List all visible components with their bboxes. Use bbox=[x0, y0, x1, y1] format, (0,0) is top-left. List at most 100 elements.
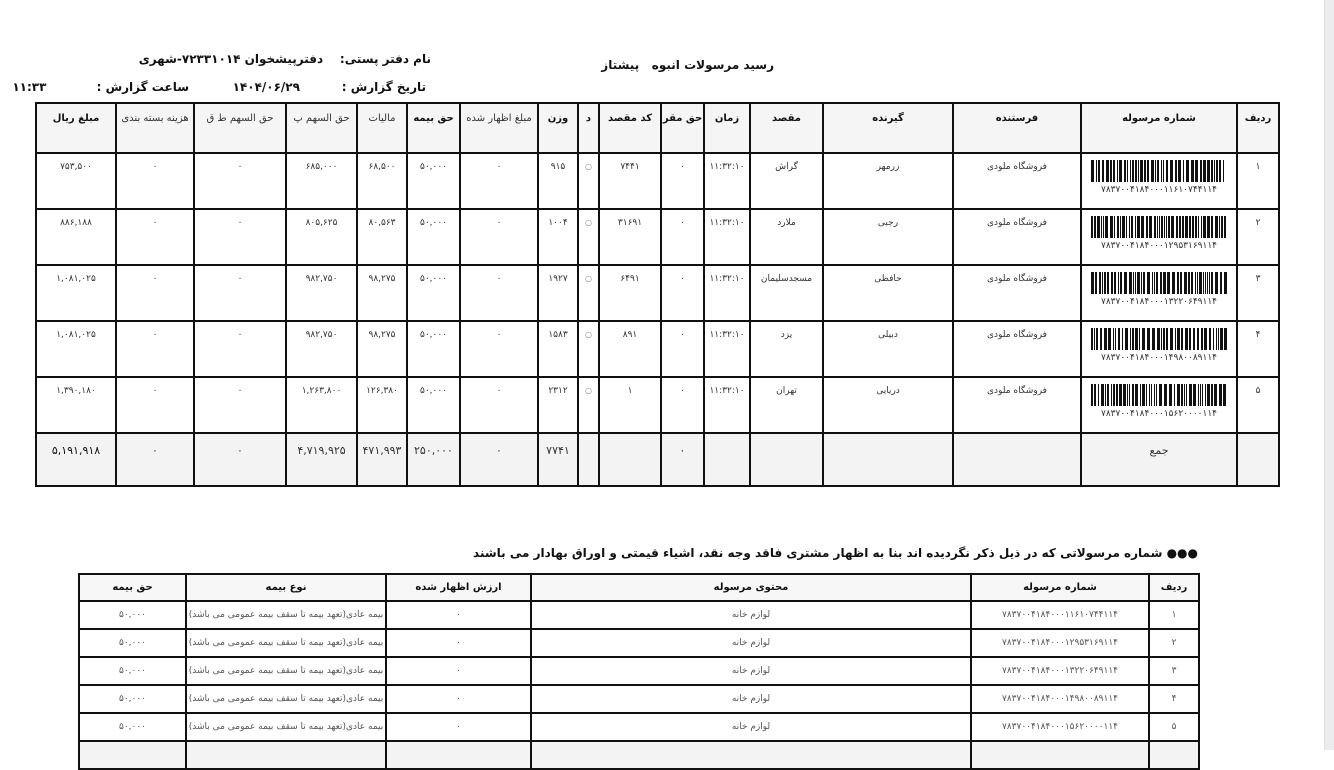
cell: ۱,۰۸۱,۰۲۵ bbox=[35, 264, 117, 322]
barcode-image bbox=[1091, 272, 1227, 294]
cell: ۶۸۵,۰۰۰ bbox=[285, 152, 358, 210]
column-header: شماره مرسوله bbox=[1080, 102, 1238, 154]
cell: مسجدسلیمان bbox=[749, 264, 824, 322]
cell: ۶۴۹۱ bbox=[598, 264, 662, 322]
tracking-number: ۷۸۳۷۰۰۴۱۸۴۰۰۰۱۵۶۲۰۰۰۰۱۱۴ bbox=[1100, 409, 1217, 419]
column-header: مبلغ ریال bbox=[35, 102, 117, 154]
cell: ۶۸,۵۰۰ bbox=[356, 152, 408, 210]
insurance-table: ردیف شماره مرسوله محتوی مرسوله ارزش اظهار ش… bbox=[78, 573, 1200, 770]
cell: بیمه عادی(تعهد بیمه تا سقف بیمه عمومی می… bbox=[185, 628, 387, 658]
barcode-image bbox=[1091, 328, 1227, 350]
cell: زرمهر bbox=[822, 152, 954, 210]
tracking-number-cell: ۷۸۳۷۰۰۴۱۸۴۰۰۰۱۵۶۲۰۰۰۰۱۱۴ bbox=[1080, 376, 1238, 434]
cell: بیمه عادی(تعهد بیمه تا سقف بیمه عمومی می… bbox=[185, 656, 387, 686]
column-header: گیرنده bbox=[822, 102, 954, 154]
total-cell bbox=[1236, 432, 1280, 487]
cell: ۱۲۶,۳۸۰ bbox=[356, 376, 408, 434]
tracking-number-cell: ۷۸۳۷۰۰۴۱۸۴۰۰۰۱۲۹۵۳۱۶۹۱۱۴ bbox=[1080, 208, 1238, 266]
page-scrollbar-track[interactable] bbox=[1324, 0, 1334, 750]
report-title: رسید مرسولات انبوه پیشتاز bbox=[601, 58, 774, 72]
cell: ۴ bbox=[1148, 684, 1200, 714]
cell: دبیلی bbox=[822, 320, 954, 378]
cell: ۰ bbox=[385, 684, 532, 714]
cell: ۹۱۵ bbox=[537, 152, 579, 210]
column-header: وزن bbox=[537, 102, 579, 154]
cell: ۰ bbox=[660, 320, 705, 378]
table-row: ۴ ۷۸۳۷۰۰۴۱۸۴۰۰۰۱۴۹۸۰۰۸۹۱۱۴ لوازم خانه ۰ بیمه… bbox=[78, 684, 1200, 714]
cell: ۹۸,۲۷۵ bbox=[356, 264, 408, 322]
cell: بیمه عادی(تعهد بیمه تا سقف بیمه عمومی می… bbox=[185, 600, 387, 630]
cell: ۰ bbox=[115, 320, 195, 378]
column-header: زمان bbox=[703, 102, 751, 154]
total-row: جمع ۰ ۷۷۴۱ ۰ ۲۵۰,۰۰۰ ۴۷۱,۹۹۳ ۴,۷۱۹,۹۲۵ ۰ ۰ ۵,۱۹۱,… bbox=[35, 432, 1280, 487]
table-row: ۵ ۷۸۳۷۰۰۴۱۸۴۰۰۰۱۵۶۲۰۰۰۰۱۱۴ لوازم خانه ۰ بیمه… bbox=[78, 712, 1200, 742]
cell: بیمه عادی(تعهد بیمه تا سقف بیمه عمومی می… bbox=[185, 712, 387, 742]
cell: ۹۸,۲۷۵ bbox=[356, 320, 408, 378]
cell: ۱۱:۳۲:۱۰ bbox=[703, 264, 751, 322]
cell: ○ bbox=[577, 320, 600, 378]
cell: ۰ bbox=[459, 376, 539, 434]
cell: ۷۴۴۱ bbox=[598, 152, 662, 210]
total-cell: ۰ bbox=[115, 432, 195, 487]
cell: ۴ bbox=[1236, 320, 1280, 378]
tracking-number-cell: ۷۸۳۷۰۰۴۱۸۴۰۰۰۱۱۶۱۰۷۴۴۱۱۴ bbox=[1080, 152, 1238, 210]
cell: ۱۱:۳۲:۱۰ bbox=[703, 376, 751, 434]
cell: ۷۸۳۷۰۰۴۱۸۴۰۰۰۱۳۲۲۰۶۴۹۱۱۴ bbox=[970, 656, 1150, 686]
cell: ۰ bbox=[193, 320, 287, 378]
cell: حافظی bbox=[822, 264, 954, 322]
cell: ۰ bbox=[459, 152, 539, 210]
total-cell: ۴,۷۱۹,۹۲۵ bbox=[285, 432, 358, 487]
cell: ۵۰,۰۰۰ bbox=[406, 264, 461, 322]
cell: ۰ bbox=[385, 712, 532, 742]
cell: ۰ bbox=[660, 376, 705, 434]
office-name: نام دفتر پستی: دفترپیشخوان ۷۲۳۳۱۰۱۴-شهری bbox=[138, 52, 431, 66]
column-header: حق السهم ط ق bbox=[193, 102, 287, 154]
total-cell: ۵,۱۹۱,۹۱۸ bbox=[35, 432, 117, 487]
cell: لوازم خانه bbox=[530, 712, 972, 742]
barcode-image bbox=[1091, 384, 1226, 406]
cell: ۰ bbox=[385, 628, 532, 658]
total-cell: ۴۷۱,۹۹۳ bbox=[356, 432, 408, 487]
cell: ۰ bbox=[660, 208, 705, 266]
tracking-number-cell: ۷۸۳۷۰۰۴۱۸۴۰۰۰۱۴۹۸۰۰۸۹۱۱۴ bbox=[1080, 320, 1238, 378]
total-cell bbox=[952, 432, 1082, 487]
cell: لوازم خانه bbox=[530, 656, 972, 686]
column-header: مالیات bbox=[356, 102, 408, 154]
tracking-number: ۷۸۳۷۰۰۴۱۸۴۰۰۰۱۱۶۱۰۷۴۴۱۱۴ bbox=[1100, 185, 1217, 195]
column-header: فرستنده bbox=[952, 102, 1082, 154]
cell: ۵۰,۰۰۰ bbox=[406, 152, 461, 210]
cell: ۸۰۵,۶۲۵ bbox=[285, 208, 358, 266]
cell: ۵۰,۰۰۰ bbox=[78, 684, 187, 714]
cell: ۱ bbox=[1148, 600, 1200, 630]
cell: ۵ bbox=[1236, 376, 1280, 434]
cell: ۰ bbox=[193, 376, 287, 434]
cell: ۰ bbox=[385, 656, 532, 686]
cell: ○ bbox=[577, 264, 600, 322]
table-row: ۵ ۷۸۳۷۰۰۴۱۸۴۰۰۰۱۵۶۲۰۰۰۰۱۱۴ فروشگاه ملودی در… bbox=[35, 376, 1280, 434]
total-cell bbox=[598, 432, 662, 487]
cell: بیمه عادی(تعهد بیمه تا سقف بیمه عمومی می… bbox=[185, 684, 387, 714]
cell: ○ bbox=[577, 208, 600, 266]
column-header: شماره مرسوله bbox=[970, 573, 1150, 602]
cell: گراش bbox=[749, 152, 824, 210]
cell: ۱۰۰۴ bbox=[537, 208, 579, 266]
column-header: حق بیمه bbox=[406, 102, 461, 154]
cell: ۵ bbox=[1148, 712, 1200, 742]
tracking-number: ۷۸۳۷۰۰۴۱۸۴۰۰۰۱۲۹۵۳۱۶۹۱۱۴ bbox=[1100, 241, 1217, 251]
cell: ۱۹۲۷ bbox=[537, 264, 579, 322]
cell: ۲۳۱۲ bbox=[537, 376, 579, 434]
tracking-number-cell: ۷۸۳۷۰۰۴۱۸۴۰۰۰۱۳۲۲۰۶۴۹۱۱۴ bbox=[1080, 264, 1238, 322]
cell: ۸۹۱ bbox=[598, 320, 662, 378]
cell: ۵۰,۰۰۰ bbox=[78, 628, 187, 658]
column-header: حق السهم پ bbox=[285, 102, 358, 154]
cell bbox=[1148, 740, 1200, 770]
report-time: ساعت گزارش : ۱۱:۳۳ bbox=[12, 80, 189, 94]
table-row: ۴ ۷۸۳۷۰۰۴۱۸۴۰۰۰۱۴۹۸۰۰۸۹۱۱۴ فروشگاه ملودی دب… bbox=[35, 320, 1280, 378]
total-cell: جمع bbox=[1080, 432, 1238, 487]
column-header: د bbox=[577, 102, 600, 154]
table-row bbox=[78, 740, 1200, 770]
cell: ۰ bbox=[193, 264, 287, 322]
cell: ۱ bbox=[598, 376, 662, 434]
cell: ۷۵۳,۵۰۰ bbox=[35, 152, 117, 210]
cell: ۵۰,۰۰۰ bbox=[406, 208, 461, 266]
